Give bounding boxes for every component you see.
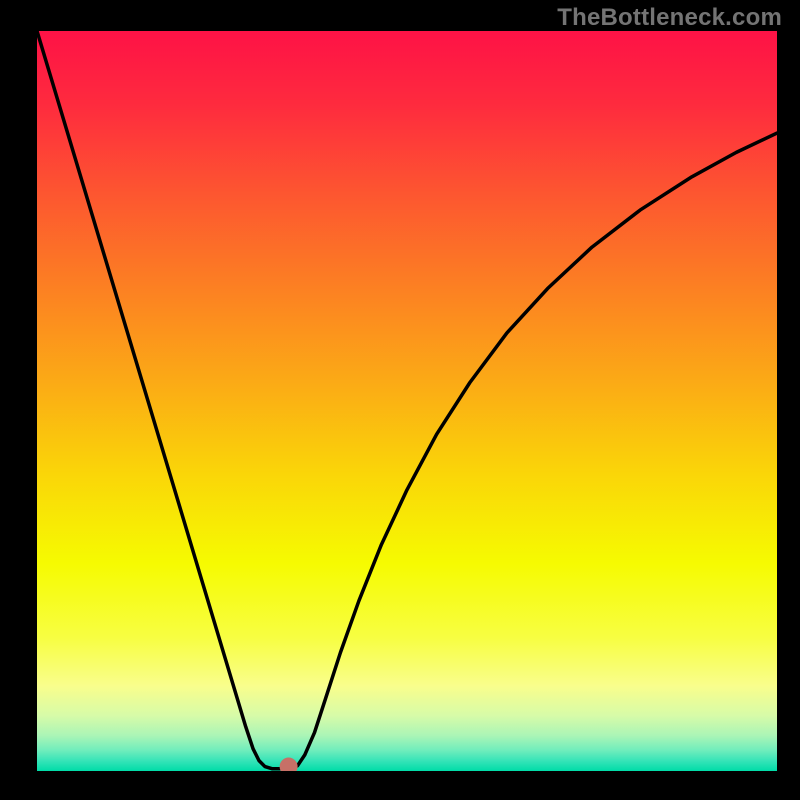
watermark-label: TheBottleneck.com <box>557 4 782 32</box>
plot-svg <box>37 31 777 771</box>
plot-area <box>37 31 777 771</box>
chart-frame: TheBottleneck.com <box>0 0 800 800</box>
